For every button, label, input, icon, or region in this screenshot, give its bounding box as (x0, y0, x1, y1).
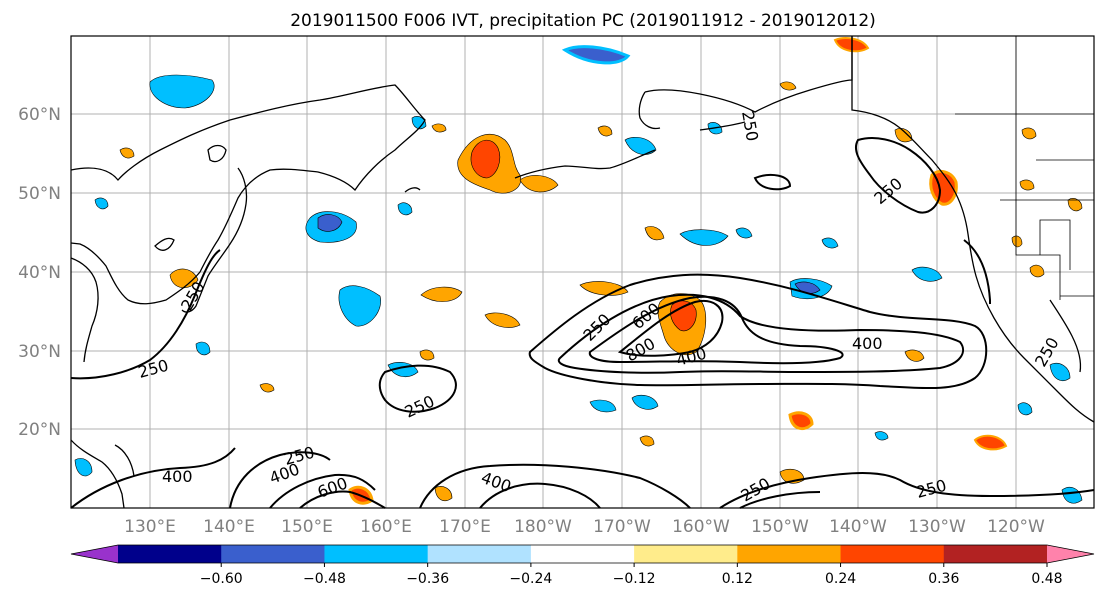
lat-label: 30°N (18, 342, 61, 362)
colorbar-extension-low (71, 545, 118, 563)
colorbar-segment (221, 545, 325, 563)
map-title: 2019011500 F006 IVT, precipitation PC (2… (290, 11, 876, 31)
colorbar-tick-label: −0.12 (613, 571, 656, 587)
colorbar-segment (634, 545, 738, 563)
colorbar-tick-label: −0.24 (509, 571, 552, 587)
lat-label: 60°N (18, 105, 61, 125)
colorbar-segment (840, 545, 945, 563)
longitude-labels: 130°E 140°E 150°E 160°E 170°E 180°W 170°… (124, 517, 1045, 537)
colorbar-tick-label: −0.36 (406, 571, 449, 587)
gridlines (71, 36, 1094, 508)
lon-label: 180°W (514, 517, 572, 537)
lat-label: 20°N (18, 420, 61, 440)
colorbar-segments (70, 544, 1095, 564)
colorbar-tick-label: −0.48 (303, 571, 346, 587)
ivt-contours (70, 137, 1095, 509)
colorbar-tick-label: 0.24 (825, 571, 856, 587)
lon-label: 130°W (908, 517, 966, 537)
lon-label: 160°E (360, 517, 412, 537)
colorbar-segment (943, 545, 1048, 563)
lat-label: 50°N (18, 184, 61, 204)
lon-label: 150°W (751, 517, 809, 537)
colorbar-segment (737, 545, 842, 563)
map-frame (70, 35, 1095, 509)
colorbar-outline (70, 544, 1095, 564)
contour-label: 400 (162, 467, 193, 486)
lon-label: 150°E (281, 517, 333, 537)
colorbar-tick-label: 0.36 (928, 571, 959, 587)
colorbar: −0.60 −0.48 −0.36 −0.24 −0.12 0.12 0.24 0.36 0.4… (70, 544, 1095, 587)
colorbar-extension-high (1047, 545, 1094, 563)
latitude-labels: 60°N 50°N 40°N 30°N 20°N (18, 105, 61, 440)
colorbar-segment (427, 545, 532, 563)
colorbar-segment (324, 545, 429, 563)
lon-label: 140°E (203, 517, 255, 537)
colorbar-tick-label: 0.48 (1031, 571, 1062, 587)
colorbar-segment (530, 545, 635, 563)
political-borders (955, 36, 1094, 300)
colorbar-tick-label: −0.60 (200, 571, 243, 587)
lat-label: 40°N (18, 263, 61, 283)
colorbar-tick-label: 0.12 (722, 571, 753, 587)
lon-label: 120°W (987, 517, 1045, 537)
contour-label: 400 (852, 334, 883, 353)
lon-label: 140°W (829, 517, 887, 537)
coastlines (70, 36, 1095, 509)
lon-label: 170°E (439, 517, 491, 537)
lon-label: 130°E (124, 517, 176, 537)
lon-label: 160°W (672, 517, 730, 537)
colorbar-ticks: −0.60 −0.48 −0.36 −0.24 −0.12 0.12 0.24 0.36 0.4… (200, 563, 1063, 587)
colorbar-segment (118, 545, 222, 563)
lon-label: 170°W (593, 517, 651, 537)
map-panel: 250 250 250 250 250 250 250 250 250 250 … (70, 35, 1095, 509)
